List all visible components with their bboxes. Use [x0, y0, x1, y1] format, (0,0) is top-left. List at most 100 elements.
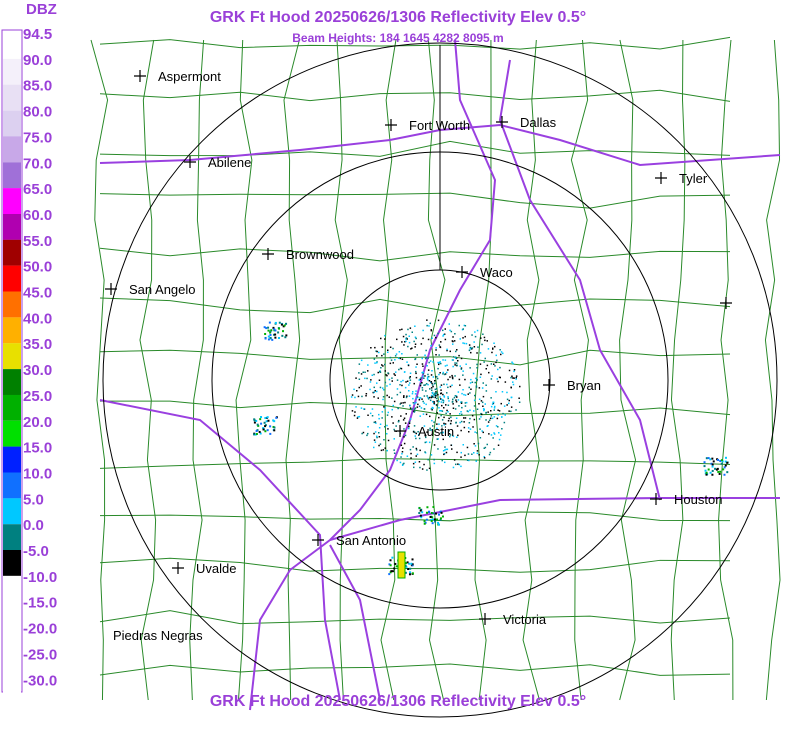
county-line	[99, 140, 731, 157]
echo-pixel	[420, 377, 422, 379]
echo-pixel	[380, 449, 383, 452]
echo-pixel	[425, 441, 428, 443]
echo-pixel	[423, 408, 426, 410]
city-label: Austin	[418, 424, 454, 439]
county-line	[283, 39, 301, 701]
echo-pixel	[413, 382, 415, 385]
echo-pixel	[396, 459, 398, 462]
echo-pixel	[462, 342, 464, 344]
echo-pixel	[489, 417, 492, 420]
echo-pixel	[384, 407, 386, 409]
echo-pixel	[456, 436, 458, 438]
echo-pixel	[361, 432, 363, 435]
echo-pixel	[421, 398, 423, 400]
echo-pixel	[468, 431, 470, 433]
echo-pixel	[518, 401, 521, 403]
echo-pixel	[476, 363, 478, 366]
echo-pixel	[490, 378, 493, 380]
echo-pixel	[707, 468, 710, 471]
echo-pixel	[481, 387, 484, 389]
city-label: Waco	[480, 265, 513, 280]
echo-pixel	[444, 423, 447, 425]
echo-pixel	[435, 395, 437, 397]
echo-pixel	[717, 470, 720, 473]
echo-pixel	[452, 398, 454, 401]
echo-pixel	[428, 467, 431, 470]
scale-swatch	[3, 627, 21, 654]
echo-pixel	[427, 379, 429, 381]
echo-pixel	[493, 363, 495, 365]
echo-pixel	[433, 421, 435, 423]
echo-pixel	[454, 364, 456, 366]
echo-pixel	[455, 350, 457, 353]
echo-pixel	[709, 471, 712, 474]
echo-pixel	[262, 427, 265, 430]
echo-pixel	[497, 426, 499, 428]
echo-pixel	[490, 410, 492, 412]
county-line	[99, 349, 731, 366]
echo-pixel	[389, 346, 392, 348]
city-marker	[479, 613, 491, 625]
echo-pixel	[414, 461, 417, 463]
echo-pixel	[426, 376, 429, 378]
city-label: Victoria	[503, 612, 547, 627]
echo-pixel	[464, 405, 467, 407]
scale-label: 35.0	[23, 336, 52, 353]
echo-pixel	[401, 358, 404, 360]
city-label: Aspermont	[158, 69, 221, 84]
echo-pixel	[264, 424, 267, 427]
echo-pixel	[427, 396, 429, 399]
echo-pixel	[428, 380, 431, 382]
echo-pixel	[474, 431, 476, 433]
echo-pixel	[442, 438, 444, 441]
echo-pixel	[367, 414, 369, 416]
echo-pixel	[429, 322, 431, 325]
echo-pixel	[411, 572, 414, 575]
echo-pixel	[447, 420, 450, 422]
echo-pixel	[711, 457, 714, 460]
echo-pixel	[414, 435, 416, 437]
echo-pixel	[511, 361, 513, 363]
scale-label: 55.0	[23, 233, 52, 250]
echo-pixel	[478, 398, 481, 400]
echo-pixel	[379, 370, 381, 373]
echo-pixel	[466, 459, 469, 461]
echo-pixel	[471, 347, 474, 349]
echo-pixel	[432, 361, 434, 363]
echo-pixel	[443, 416, 445, 419]
echo-pixel	[273, 328, 276, 331]
echo-pixel	[715, 468, 718, 471]
echo-pixel	[354, 396, 356, 399]
echo-pixel	[486, 340, 488, 342]
echo-pixel	[403, 417, 406, 419]
echo-pixel	[452, 365, 454, 368]
echo-pixel	[373, 396, 375, 398]
echo-pixel	[405, 338, 407, 340]
echo-pixel	[402, 379, 404, 382]
echo-pixel	[483, 409, 485, 412]
echo-pixel	[485, 419, 487, 421]
echo-pixel	[511, 375, 513, 377]
echo-pixel	[285, 334, 288, 337]
echo-pixel	[403, 436, 405, 438]
echo-pixel	[474, 331, 476, 333]
echo-pixel	[274, 333, 277, 336]
echo-pixel	[513, 370, 515, 373]
echo-pixel	[373, 373, 375, 376]
scale-label: 5.0	[23, 491, 44, 508]
echo-pixel	[515, 378, 517, 380]
echo-pixel	[405, 396, 408, 399]
scale-swatch	[3, 84, 21, 111]
echo-pixel	[358, 378, 361, 380]
echo-pixel	[443, 407, 445, 409]
echo-pixel	[399, 391, 402, 394]
echo-pixel	[411, 347, 413, 349]
echo-pixel	[460, 420, 463, 423]
echo-pixel	[433, 444, 436, 446]
county-line	[99, 511, 731, 522]
echo-pixel	[433, 382, 436, 385]
echo-pixel	[450, 422, 452, 425]
echo-pixel	[422, 375, 424, 378]
echo-pixel	[370, 379, 372, 381]
echo-pixel	[474, 394, 476, 397]
